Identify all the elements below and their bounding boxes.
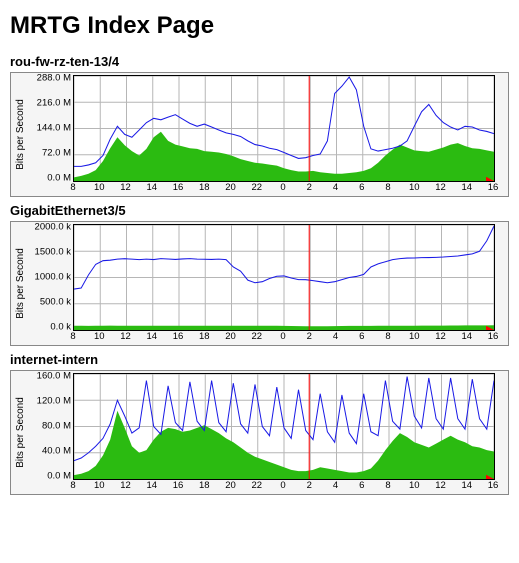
chart-title-c1: rou-fw-rz-ten-13/4 [10, 54, 509, 69]
xtick: 10 [409, 331, 420, 342]
xtick: 16 [173, 182, 184, 193]
xtick: 18 [199, 182, 210, 193]
ytick: 40.0 M [42, 446, 71, 457]
plot-area [73, 75, 495, 182]
xtick: 14 [146, 480, 157, 491]
y-axis-label: Bits per Second [15, 248, 26, 319]
xtick: 0 [280, 331, 285, 342]
xtick: 14 [461, 331, 472, 342]
xtick: 0 [280, 182, 285, 193]
xtick: 4 [333, 480, 338, 491]
chart-frame-c3: Bits per Second 0.0 M 40.0 M 80.0 M 120.0 M 1… [10, 370, 509, 495]
plot-area [73, 373, 495, 480]
xtick: 14 [146, 331, 157, 342]
chart-frame-c2: Bits per Second 0.0 k 500.0 k 1000.0 k 1500.… [10, 221, 509, 346]
ytick: 500.0 k [40, 297, 71, 308]
xtick: 12 [435, 480, 446, 491]
xtick: 0 [280, 480, 285, 491]
xtick: 4 [333, 331, 338, 342]
xtick: 12 [120, 331, 131, 342]
xtick: 10 [94, 182, 105, 193]
xtick: 14 [461, 182, 472, 193]
xtick: 12 [435, 331, 446, 342]
xtick: 14 [146, 182, 157, 193]
xtick: 10 [409, 182, 420, 193]
xtick: 12 [435, 182, 446, 193]
xtick: 10 [94, 331, 105, 342]
xtick: 22 [251, 182, 262, 193]
xtick: 6 [359, 480, 364, 491]
ytick: 1500.0 k [35, 247, 71, 258]
ytick: 0.0 M [47, 471, 71, 482]
xtick: 16 [173, 480, 184, 491]
ytick: 160.0 M [37, 371, 71, 382]
ytick: 144.0 M [37, 123, 71, 134]
xtick: 20 [225, 480, 236, 491]
chart-title-c3: internet-intern [10, 352, 509, 367]
xtick: 20 [225, 331, 236, 342]
xtick: 12 [120, 480, 131, 491]
y-axis-label: Bits per Second [15, 397, 26, 468]
ytick: 2000.0 k [35, 222, 71, 233]
xtick: 10 [94, 480, 105, 491]
ytick: 1000.0 k [35, 272, 71, 283]
xtick: 12 [120, 182, 131, 193]
chart-title-c2: GigabitEthernet3/5 [10, 203, 509, 218]
ytick: 72.0 M [42, 148, 71, 159]
ytick: 0.0 k [50, 322, 71, 333]
xtick: 6 [359, 331, 364, 342]
xtick: 8 [385, 182, 390, 193]
xtick: 22 [251, 480, 262, 491]
xtick: 10 [409, 480, 420, 491]
xtick: 22 [251, 331, 262, 342]
xtick: 8 [70, 331, 75, 342]
page-title: MRTG Index Page [10, 12, 509, 40]
ytick: 288.0 M [37, 73, 71, 84]
xtick: 16 [173, 331, 184, 342]
xtick: 16 [488, 480, 499, 491]
xtick: 16 [488, 331, 499, 342]
y-axis-label: Bits per Second [15, 99, 26, 170]
ytick: 0.0 M [47, 173, 71, 184]
xtick: 2 [307, 480, 312, 491]
xtick: 18 [199, 480, 210, 491]
xtick: 6 [359, 182, 364, 193]
xtick: 8 [385, 480, 390, 491]
ytick: 216.0 M [37, 98, 71, 109]
xtick: 20 [225, 182, 236, 193]
xtick: 2 [307, 331, 312, 342]
xtick: 16 [488, 182, 499, 193]
xtick: 4 [333, 182, 338, 193]
xtick: 2 [307, 182, 312, 193]
xtick: 8 [385, 331, 390, 342]
chart-frame-c1: Bits per Second 0.0 M 72.0 M 144.0 M 216.0 M… [10, 72, 509, 197]
xtick: 14 [461, 480, 472, 491]
ytick: 80.0 M [42, 421, 71, 432]
xtick: 8 [70, 182, 75, 193]
xtick: 18 [199, 331, 210, 342]
plot-area [73, 224, 495, 331]
ytick: 120.0 M [37, 396, 71, 407]
charts-container: rou-fw-rz-ten-13/4 Bits per Second 0.0 M 72… [10, 54, 509, 495]
xtick: 8 [70, 480, 75, 491]
